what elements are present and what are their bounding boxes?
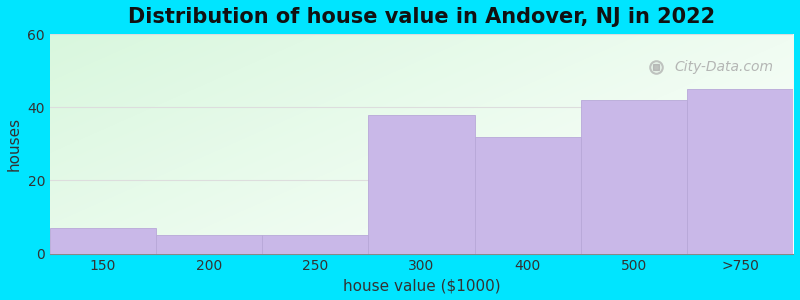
X-axis label: house value ($1000): house value ($1000) — [342, 278, 500, 293]
Bar — [50, 228, 156, 254]
Bar — [581, 100, 687, 254]
Y-axis label: houses: houses — [7, 117, 22, 171]
Bar — [369, 115, 474, 254]
Bar — [687, 89, 793, 254]
Title: Distribution of house value in Andover, NJ in 2022: Distribution of house value in Andover, … — [128, 7, 715, 27]
Bar — [156, 235, 262, 254]
Text: City-Data.com: City-Data.com — [674, 60, 773, 74]
Bar — [262, 235, 369, 254]
Bar — [474, 136, 581, 254]
